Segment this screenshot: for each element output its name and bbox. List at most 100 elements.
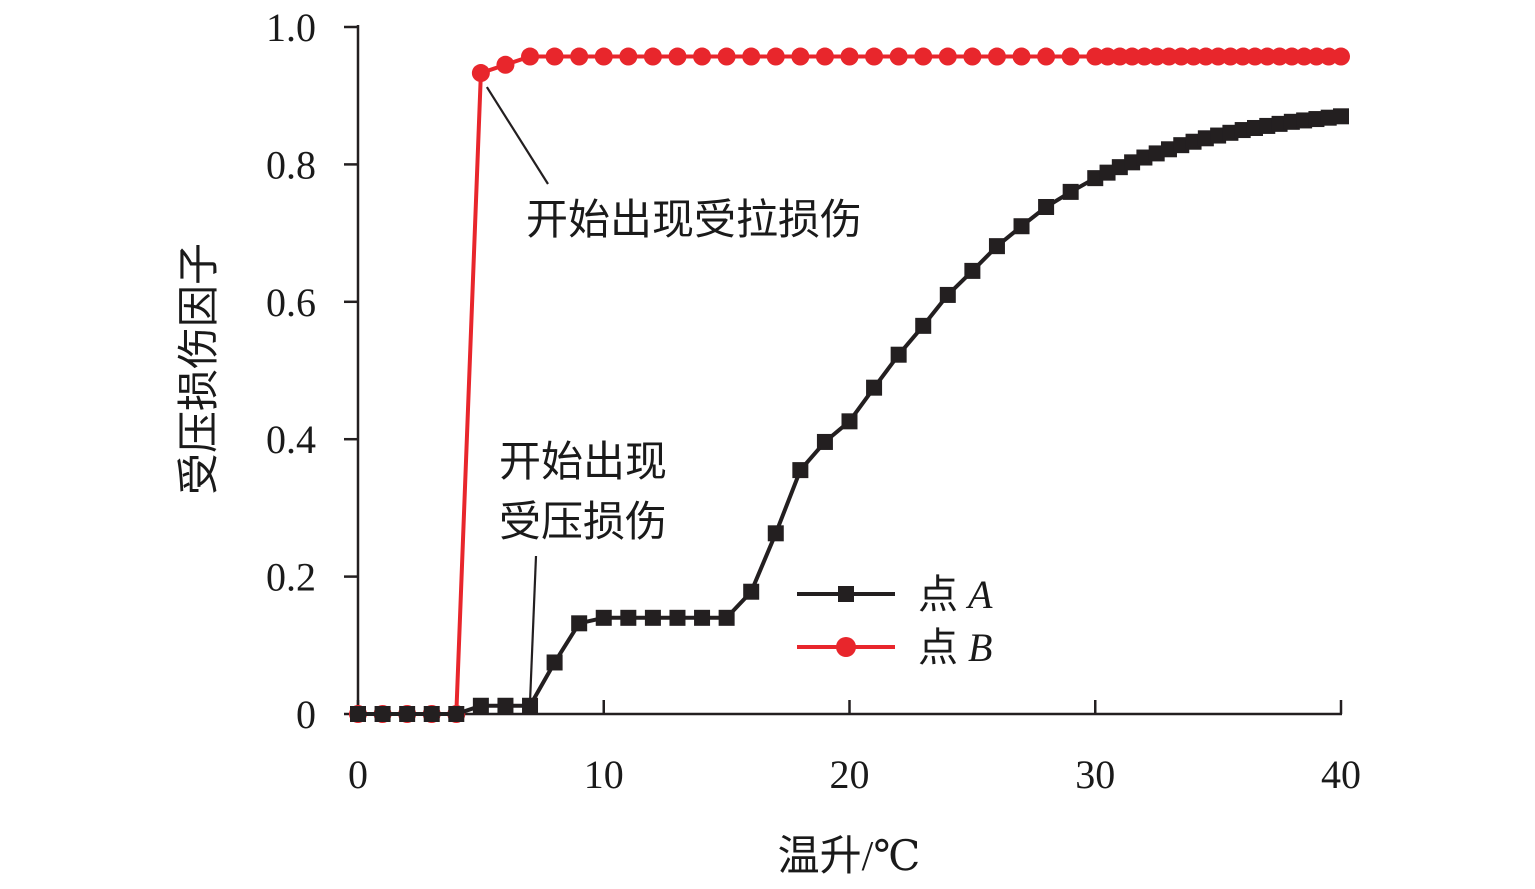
data-point-b — [987, 47, 1006, 66]
x-axis-label: 温升/℃ — [778, 834, 921, 880]
legend: 点 A 点 B — [797, 572, 993, 670]
y-tick-label: 0.6 — [266, 280, 316, 325]
x-tick-label: 20 — [830, 752, 870, 797]
data-point-a — [1320, 109, 1337, 126]
data-point-a — [1271, 115, 1288, 132]
data-point-b — [496, 55, 515, 74]
data-point-a — [1173, 137, 1190, 154]
data-point-a — [620, 609, 637, 626]
data-point-a — [423, 706, 440, 722]
data-point-a — [1234, 122, 1251, 139]
data-point-b — [840, 47, 859, 66]
x-tick-label: 0 — [348, 752, 368, 797]
data-point-a — [472, 697, 489, 714]
legend-marker-b — [836, 637, 856, 657]
y-axis-label: 受压损伤因子 — [177, 243, 223, 495]
data-point-b — [742, 47, 761, 66]
data-point-a — [1136, 149, 1153, 166]
data-point-b — [865, 47, 884, 66]
data-point-a — [546, 654, 563, 671]
data-point-a — [399, 706, 416, 722]
y-tick-label: 0.2 — [266, 555, 316, 600]
data-point-a — [1160, 141, 1177, 158]
data-point-a — [841, 413, 858, 430]
annotation-leader — [528, 555, 538, 702]
data-point-b — [1061, 47, 1080, 66]
data-point-b — [471, 64, 490, 83]
data-point-a — [694, 609, 711, 626]
data-point-a — [1013, 218, 1030, 235]
annotation-compression-damage-line1: 开始出现 — [499, 440, 667, 486]
y-tick-label: 0.8 — [266, 142, 316, 187]
data-point-a — [1148, 145, 1165, 162]
data-point-a — [988, 238, 1005, 255]
data-point-b — [914, 47, 933, 66]
data-point-a — [1283, 113, 1300, 130]
annotation-compression-damage-line2: 受压损伤 — [499, 500, 667, 546]
y-tick-label: 0 — [296, 692, 316, 737]
data-point-a — [718, 609, 735, 626]
data-point-a — [1062, 183, 1079, 200]
data-point-a — [1296, 112, 1313, 129]
data-point-a — [497, 697, 514, 714]
data-point-a — [595, 609, 612, 626]
data-point-b — [889, 47, 908, 66]
data-point-a — [816, 433, 833, 450]
x-tick-label: 30 — [1075, 752, 1115, 797]
x-tick-label: 10 — [584, 752, 624, 797]
y-tick-label: 1.0 — [266, 5, 316, 50]
data-point-a — [1099, 164, 1116, 181]
data-point-a — [1197, 130, 1214, 147]
data-point-b — [570, 47, 589, 66]
annotation-leader — [485, 86, 549, 185]
data-point-a — [1210, 127, 1227, 144]
data-point-a — [522, 697, 539, 714]
data-point-b — [938, 47, 957, 66]
data-point-a — [939, 286, 956, 303]
data-point-b — [594, 47, 613, 66]
data-point-b — [643, 47, 662, 66]
data-point-a — [866, 379, 883, 396]
data-point-a — [964, 262, 981, 279]
data-point-b — [717, 47, 736, 66]
data-point-a — [644, 609, 661, 626]
data-point-a — [915, 317, 932, 334]
x-tick-label: 40 — [1321, 752, 1361, 797]
data-point-a — [1259, 117, 1276, 134]
legend-marker-a — [838, 586, 854, 602]
legend-label-b: 点 B — [918, 625, 992, 670]
data-point-a — [448, 706, 465, 722]
axes — [356, 25, 1342, 716]
data-point-a — [1124, 154, 1141, 171]
y-tick-label: 0.4 — [266, 417, 316, 462]
data-point-a — [374, 706, 391, 722]
data-point-b — [1012, 47, 1031, 66]
data-point-b — [521, 47, 540, 66]
annotation-tension-damage: 开始出现受拉损伤 — [526, 197, 862, 244]
data-point-a — [571, 615, 588, 632]
data-point-a — [743, 583, 760, 600]
data-point-b — [1332, 47, 1350, 66]
data-point-b — [545, 47, 564, 66]
data-point-a — [1087, 170, 1104, 187]
data-point-a — [1333, 108, 1349, 125]
data-point-a — [1308, 111, 1325, 128]
data-point-b — [1037, 47, 1056, 66]
data-point-a — [767, 525, 784, 542]
data-point-b — [791, 47, 810, 66]
data-point-b — [668, 47, 687, 66]
data-point-b — [963, 47, 982, 66]
data-point-a — [669, 609, 686, 626]
data-point-b — [693, 47, 712, 66]
legend-label-a: 点 A — [918, 572, 993, 617]
series-line-b — [358, 54, 1341, 716]
data-point-a — [1185, 133, 1202, 150]
data-point-a — [1111, 159, 1128, 176]
data-point-a — [1246, 119, 1263, 136]
data-point-a — [1038, 198, 1055, 215]
series-layer — [349, 47, 1350, 723]
data-point-a — [350, 706, 366, 722]
data-point-a — [1222, 124, 1239, 141]
